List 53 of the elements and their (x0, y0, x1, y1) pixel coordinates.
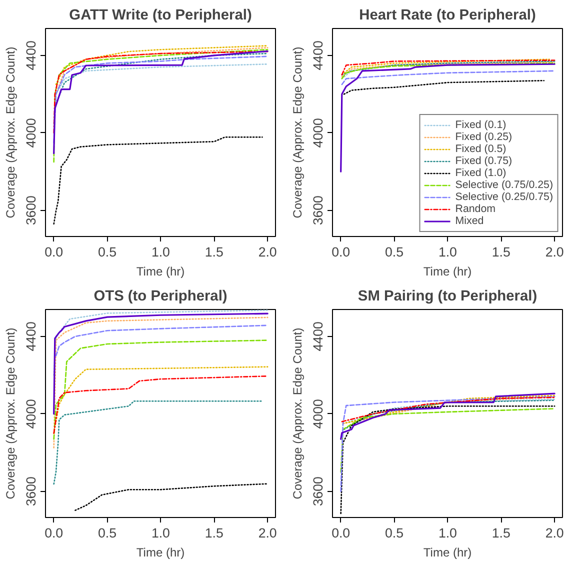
y-tick-label: 4400 (310, 322, 326, 352)
x-tick-label: 0.0 (44, 526, 64, 540)
y-axis-title: Coverage (Approx. Edge Count) (290, 46, 304, 218)
x-axis-title: Time (hr) (423, 264, 472, 278)
x-axis-title: Time (hr) (136, 546, 185, 560)
y-axis-title: Coverage (Approx. Edge Count) (4, 328, 18, 500)
x-axis-title: Time (hr) (423, 546, 472, 560)
chart-title: OTS (to Peripheral) (94, 288, 228, 304)
x-tick-label: 0.0 (332, 244, 350, 260)
legend-label: Fixed (0.75) (455, 155, 512, 167)
x-tick-label: 1.0 (151, 526, 170, 540)
x-tick-label: 0.0 (332, 526, 350, 540)
y-axis-title: Coverage (Approx. Edge Count) (4, 46, 18, 218)
x-tick-label: 2.0 (545, 526, 564, 540)
x-tick-label: 1.5 (492, 244, 510, 260)
x-tick-label: 1.0 (151, 244, 170, 260)
x-tick-label: 0.0 (44, 244, 64, 260)
x-tick-label: 0.5 (98, 244, 117, 260)
x-tick-label: 0.5 (385, 526, 404, 540)
legend-label: Random (455, 203, 496, 215)
legend-label: Selective (0.25/0.75) (455, 191, 553, 203)
y-tick-label: 4000 (24, 118, 38, 148)
x-tick-label: 1.0 (438, 526, 457, 540)
x-tick-label: 1.5 (492, 526, 510, 540)
legend-label: Mixed (455, 215, 484, 227)
y-tick-label: 3600 (310, 196, 326, 226)
x-tick-label: 1.5 (204, 244, 224, 260)
legend-label: Fixed (1.0) (455, 167, 506, 179)
legend-label: Fixed (0.1) (455, 119, 506, 131)
chart-title: GATT Write (to Peripheral) (69, 8, 252, 24)
y-tick-label: 4000 (310, 118, 326, 148)
y-tick-label: 4000 (24, 399, 38, 429)
x-tick-label: 1.0 (438, 244, 457, 260)
chart-title: SM Pairing (to Peripheral) (358, 288, 538, 304)
y-tick-label: 3600 (310, 476, 326, 506)
x-tick-label: 2.0 (258, 244, 277, 260)
y-tick-label: 3600 (24, 196, 38, 226)
y-tick-label: 4400 (24, 40, 38, 70)
x-tick-label: 2.0 (258, 526, 277, 540)
chart-title: Heart Rate (to Peripheral) (359, 8, 536, 24)
x-tick-label: 0.5 (98, 526, 117, 540)
y-tick-label: 4000 (310, 399, 326, 429)
y-axis-title: Coverage (Approx. Edge Count) (290, 328, 304, 500)
x-tick-label: 2.0 (545, 244, 564, 260)
legend-label: Fixed (0.25) (455, 131, 512, 143)
y-tick-label: 4400 (24, 322, 38, 352)
y-tick-label: 4400 (310, 40, 326, 70)
x-tick-label: 0.5 (385, 244, 404, 260)
x-axis-title: Time (hr) (136, 264, 185, 278)
y-tick-label: 3600 (24, 476, 38, 506)
x-tick-label: 1.5 (204, 526, 224, 540)
legend-label: Fixed (0.5) (455, 143, 506, 155)
legend-label: Selective (0.75/0.25) (455, 179, 553, 191)
